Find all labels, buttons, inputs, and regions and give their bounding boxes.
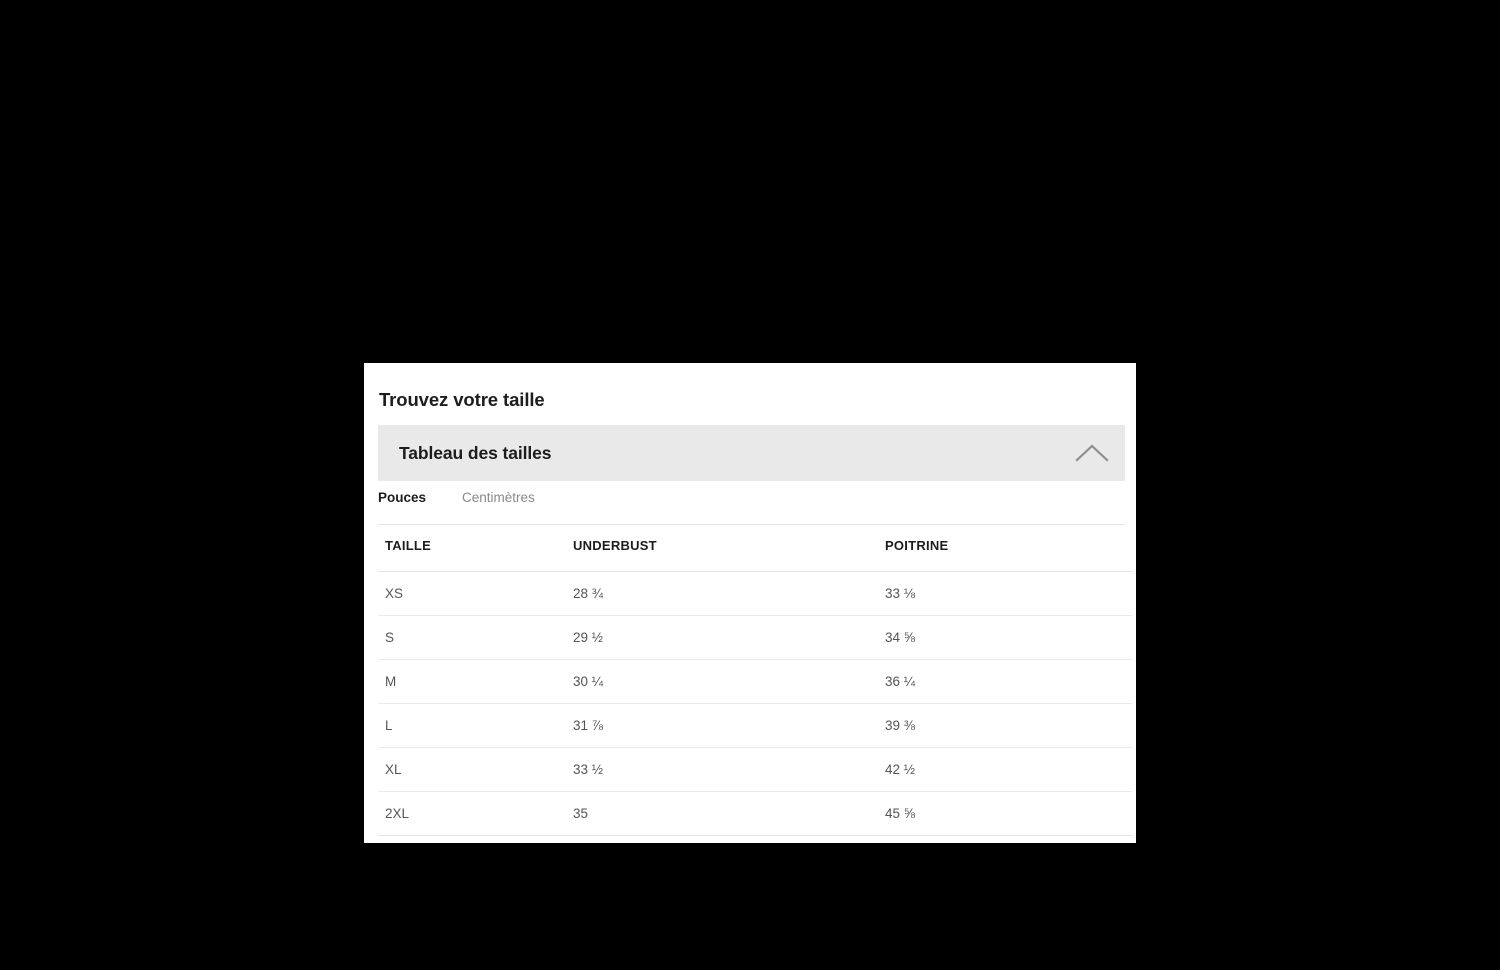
column-header-taille: TAILLE — [378, 538, 573, 572]
cell-underbust: 28 ¾ — [573, 571, 885, 616]
column-header-underbust: UNDERBUST — [573, 538, 885, 572]
cell-underbust: 33 ½ — [573, 747, 885, 792]
size-chart-table: TAILLE UNDERBUST POITRINE XS 28 ¾ 33 ⅛ S… — [378, 538, 1132, 836]
table-row: M 30 ¼ 36 ¼ — [378, 659, 1132, 704]
size-chart-accordion-label: Tableau des tailles — [399, 442, 552, 463]
cell-poitrine: 33 ⅛ — [885, 571, 1132, 616]
tab-pouces[interactable]: Pouces — [378, 490, 427, 505]
table-row: 2XL 35 45 ⅝ — [378, 791, 1132, 836]
cell-underbust: 30 ¼ — [573, 659, 885, 704]
table-row: L 31 ⅞ 39 ⅜ — [378, 703, 1132, 748]
size-guide-panel: Trouvez votre taille Tableau des tailles… — [364, 363, 1136, 843]
table-header-row: TAILLE UNDERBUST POITRINE — [378, 538, 1132, 572]
column-header-poitrine: POITRINE — [885, 538, 1132, 572]
table-row: S 29 ½ 34 ⅝ — [378, 615, 1132, 660]
chevron-up-icon[interactable] — [1075, 443, 1109, 463]
cell-taille: XL — [378, 747, 573, 792]
cell-taille: M — [378, 659, 573, 704]
cell-taille: 2XL — [378, 791, 573, 836]
cell-poitrine: 39 ⅜ — [885, 703, 1132, 748]
cell-poitrine: 34 ⅝ — [885, 615, 1132, 660]
cell-poitrine: 36 ¼ — [885, 659, 1132, 704]
page-title: Trouvez votre taille — [379, 389, 545, 410]
cell-underbust: 31 ⅞ — [573, 703, 885, 748]
cell-poitrine: 42 ½ — [885, 747, 1132, 792]
table-row: XS 28 ¾ 33 ⅛ — [378, 571, 1132, 616]
tabs-divider — [378, 524, 1125, 525]
unit-tab-list: Pouces Centimètres — [378, 491, 1125, 523]
cell-taille: S — [378, 615, 573, 660]
cell-taille: XS — [378, 571, 573, 616]
tab-centimetres[interactable]: Centimètres — [462, 490, 535, 505]
table-row: XL 33 ½ 42 ½ — [378, 747, 1132, 792]
size-chart-accordion-header[interactable]: Tableau des tailles — [378, 425, 1125, 481]
cell-underbust: 29 ½ — [573, 615, 885, 660]
cell-poitrine: 45 ⅝ — [885, 791, 1132, 836]
cell-taille: L — [378, 703, 573, 748]
cell-underbust: 35 — [573, 791, 885, 836]
